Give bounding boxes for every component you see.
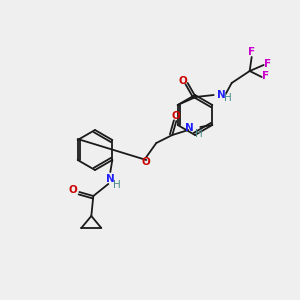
Text: O: O (172, 111, 181, 121)
Text: N: N (106, 174, 115, 184)
Text: H: H (113, 180, 121, 190)
Text: H: H (195, 129, 203, 139)
Text: O: O (178, 76, 187, 86)
Text: F: F (262, 71, 269, 81)
Text: O: O (69, 185, 78, 195)
Text: N: N (217, 90, 225, 100)
Text: F: F (248, 47, 255, 57)
Text: F: F (264, 59, 271, 69)
Text: N: N (184, 123, 193, 133)
Text: O: O (142, 157, 151, 167)
Text: H: H (224, 93, 231, 103)
